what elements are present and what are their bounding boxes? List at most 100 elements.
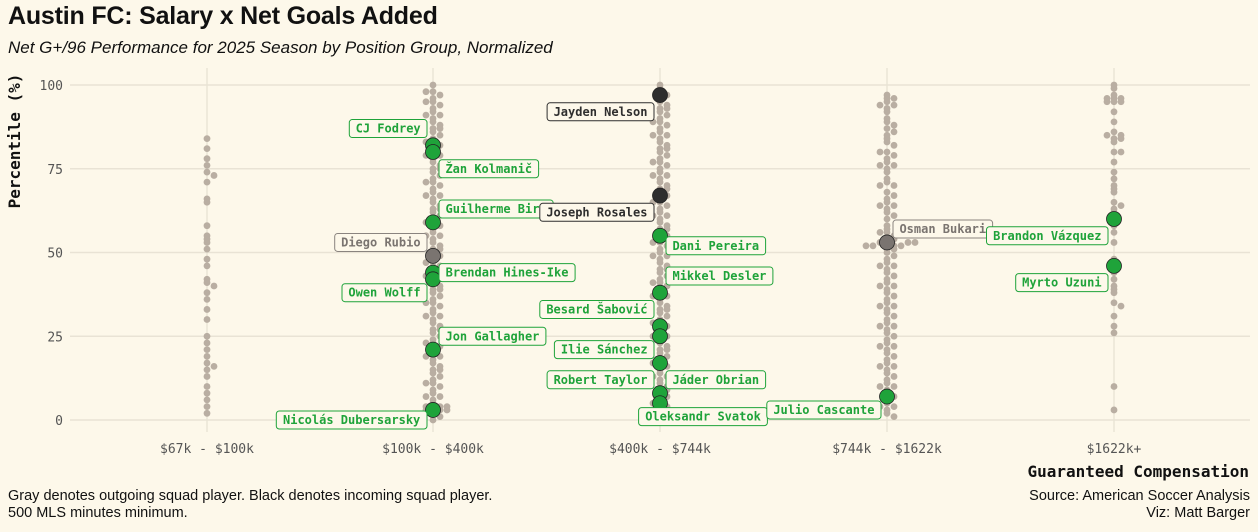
player-point[interactable] <box>652 187 668 204</box>
league-player-point <box>890 162 898 169</box>
league-player-point <box>1110 118 1118 126</box>
league-player-point <box>1110 175 1118 183</box>
player-label-text: Diego Rubio <box>341 235 420 249</box>
league-player-point <box>897 242 905 250</box>
footer-viz: Viz: Matt Barger <box>1146 505 1250 521</box>
league-player-point <box>883 269 891 276</box>
player-label: Oleksandr Svatok <box>638 407 768 427</box>
league-player-point <box>210 172 218 179</box>
league-player-point <box>890 141 898 149</box>
league-player-point <box>203 359 211 367</box>
player-point[interactable] <box>652 87 668 103</box>
league-player-point <box>890 383 898 390</box>
player-point[interactable] <box>879 234 895 251</box>
league-player-point <box>203 403 211 410</box>
league-player-point <box>663 162 671 169</box>
league-player-point <box>210 363 218 370</box>
player-label-box <box>665 370 767 390</box>
league-player-point <box>203 222 211 230</box>
league-player-point <box>429 81 437 89</box>
league-player-point <box>890 192 898 199</box>
player-label: Myrto Uzuni <box>1015 273 1109 293</box>
league-player-point <box>1103 131 1111 139</box>
footer-credits: Source: American Soccer Analysis Viz: Ma… <box>1029 488 1250 522</box>
league-player-point <box>883 98 891 106</box>
player-label-text: Guilherme Biro <box>446 202 547 216</box>
league-player-point <box>890 212 898 220</box>
league-player-point <box>649 252 657 260</box>
league-player-point <box>883 249 891 256</box>
league-player-point <box>656 349 664 357</box>
player-label-box <box>341 283 428 303</box>
league-player-point <box>203 178 211 186</box>
league-player-point <box>429 108 437 116</box>
league-player-point <box>663 131 671 139</box>
league-player-point <box>656 128 664 136</box>
league-player-point <box>663 111 671 119</box>
player-label-text: Brandon Vázquez <box>993 229 1101 243</box>
player-label-box <box>553 340 655 360</box>
player-label: Brendan Hines-Ike <box>438 263 576 283</box>
league-player-point <box>876 101 884 109</box>
player-point[interactable] <box>425 247 441 264</box>
player-point[interactable] <box>425 271 441 288</box>
league-player-point <box>890 101 898 109</box>
league-player-point <box>883 279 891 287</box>
league-player-point <box>422 88 430 96</box>
league-player-point <box>1110 322 1118 330</box>
league-player-point <box>656 218 664 226</box>
league-player-point <box>203 409 211 417</box>
y-tick-label: 25 <box>47 330 63 345</box>
player-point[interactable] <box>425 214 441 231</box>
player-point[interactable] <box>425 144 441 160</box>
league-player-point <box>1110 383 1118 390</box>
league-player-point <box>429 168 437 176</box>
league-player-point <box>883 125 891 132</box>
y-tick-label: 50 <box>47 247 63 262</box>
league-player-point <box>883 178 891 186</box>
league-player-point <box>663 145 671 153</box>
league-player-point <box>203 198 211 206</box>
player-point[interactable] <box>1106 257 1122 274</box>
player-label-text: Dani Pereira <box>672 239 759 253</box>
player-label: Osman Bukari <box>892 219 994 239</box>
league-player-point <box>890 121 898 129</box>
league-player-point <box>203 289 211 297</box>
league-player-point <box>436 111 444 119</box>
league-player-point <box>649 158 657 166</box>
league-player-point <box>883 339 891 347</box>
league-player-point <box>890 332 898 340</box>
player-label-text: Robert Taylor <box>554 373 648 387</box>
player-point[interactable] <box>425 341 441 358</box>
league-player-point <box>443 406 451 414</box>
league-player-point <box>890 352 898 360</box>
league-player-point <box>890 342 898 350</box>
league-player-point <box>649 279 657 287</box>
player-point[interactable] <box>879 388 895 405</box>
league-player-point <box>883 409 891 417</box>
league-player-point <box>429 389 437 397</box>
player-point[interactable] <box>652 284 668 301</box>
player-label-box <box>986 226 1109 246</box>
league-player-point <box>1110 168 1118 176</box>
league-player-point <box>436 232 444 240</box>
league-player-point <box>876 302 884 310</box>
league-player-point <box>203 316 211 323</box>
league-player-point <box>1117 135 1125 143</box>
league-player-point <box>203 162 211 169</box>
player-point[interactable] <box>652 227 668 244</box>
league-player-point <box>1110 299 1118 307</box>
player-point[interactable] <box>1106 211 1122 227</box>
player-point[interactable] <box>652 328 668 345</box>
player-label-text: Oleksandr Svatok <box>645 410 761 424</box>
player-point[interactable] <box>425 402 441 418</box>
y-tick-label: 100 <box>40 79 63 94</box>
league-player-point <box>876 282 884 290</box>
league-player-point <box>656 178 664 186</box>
player-label-text: Julio Cascante <box>773 403 874 417</box>
player-point[interactable] <box>652 355 668 371</box>
league-player-point <box>436 302 444 310</box>
league-player-point <box>429 88 437 96</box>
league-player-point <box>663 306 671 313</box>
league-player-point <box>436 366 444 374</box>
